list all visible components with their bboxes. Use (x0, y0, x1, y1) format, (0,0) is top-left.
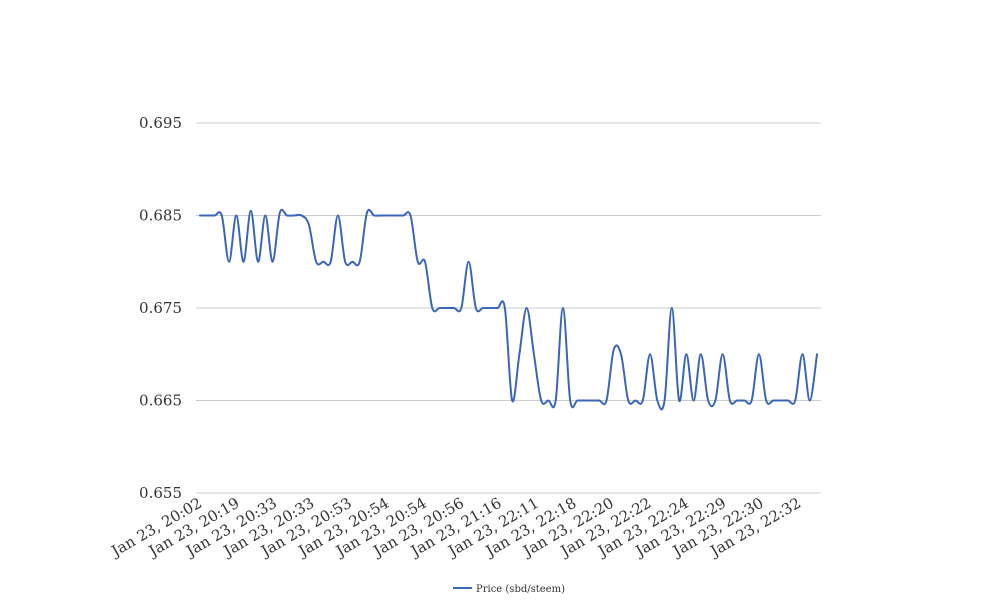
grid-lines (196, 122, 821, 494)
legend-label: Price (sbd/steem) (476, 584, 565, 595)
y-tick-label: 0.695 (139, 114, 182, 132)
series-line-price (199, 208, 818, 411)
legend[interactable]: Price (sbd/steem) (453, 584, 565, 595)
y-tick-label: 0.655 (139, 484, 182, 502)
y-tick-label: 0.685 (139, 207, 182, 225)
y-tick-label: 0.665 (139, 392, 182, 410)
y-axis-ticks: 0.695 0.685 0.675 0.665 0.655 (139, 114, 182, 502)
y-tick-label: 0.675 (139, 299, 182, 317)
